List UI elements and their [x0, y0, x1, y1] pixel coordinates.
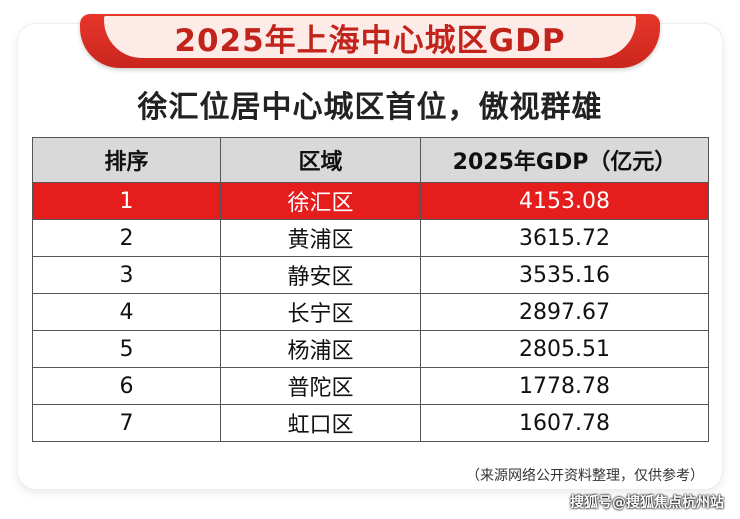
cell-rank: 6 — [32, 367, 221, 405]
banner-title: 2025年上海中心城区GDP — [174, 22, 566, 59]
cell-rank: 2 — [32, 219, 221, 257]
cell-gdp: 2897.67 — [420, 293, 709, 331]
table-body: 1 徐汇区 4153.08 2 黄浦区 3615.72 3 静安区 3535.16 4 长宁区 289… — [32, 182, 709, 442]
table-row: 6 普陀区 1778.78 — [32, 367, 709, 405]
cell-gdp: 3615.72 — [420, 219, 709, 257]
table-row: 1 徐汇区 4153.08 — [32, 182, 709, 220]
cell-district: 黄浦区 — [220, 219, 421, 257]
cell-district: 徐汇区 — [220, 182, 421, 220]
cell-rank: 7 — [32, 404, 221, 442]
title-banner-inner: 2025年上海中心城区GDP — [104, 16, 636, 59]
cell-district: 长宁区 — [220, 293, 421, 331]
cell-rank: 3 — [32, 256, 221, 294]
table-row: 4 长宁区 2897.67 — [32, 293, 709, 331]
cell-rank: 1 — [32, 182, 221, 220]
table-row: 5 杨浦区 2805.51 — [32, 330, 709, 368]
cell-district: 杨浦区 — [220, 330, 421, 368]
table-row: 2 黄浦区 3615.72 — [32, 219, 709, 257]
gdp-table: 排序 区域 2025年GDP（亿元） 1 徐汇区 4153.08 2 黄浦区 3615.7… — [32, 137, 709, 442]
cell-gdp: 1778.78 — [420, 367, 709, 405]
cell-gdp: 3535.16 — [420, 256, 709, 294]
watermark: 搜狐号@搜狐焦点杭州站 — [570, 495, 724, 511]
table-row: 7 虹口区 1607.78 — [32, 404, 709, 442]
cell-district: 静安区 — [220, 256, 421, 294]
source-note: （来源网络公开资料整理，仅供参考） — [466, 468, 704, 484]
header-rank: 排序 — [32, 137, 221, 183]
header-district: 区域 — [220, 137, 421, 183]
table-row: 3 静安区 3535.16 — [32, 256, 709, 294]
cell-gdp: 2805.51 — [420, 330, 709, 368]
cell-district: 普陀区 — [220, 367, 421, 405]
table-header-row: 排序 区域 2025年GDP（亿元） — [32, 137, 709, 183]
header-gdp: 2025年GDP（亿元） — [420, 137, 709, 183]
cell-rank: 5 — [32, 330, 221, 368]
subtitle: 徐汇位居中心城区首位，傲视群雄 — [137, 90, 603, 125]
cell-district: 虹口区 — [220, 404, 421, 442]
cell-gdp: 1607.78 — [420, 404, 709, 442]
cell-rank: 4 — [32, 293, 221, 331]
cell-gdp: 4153.08 — [420, 182, 709, 220]
